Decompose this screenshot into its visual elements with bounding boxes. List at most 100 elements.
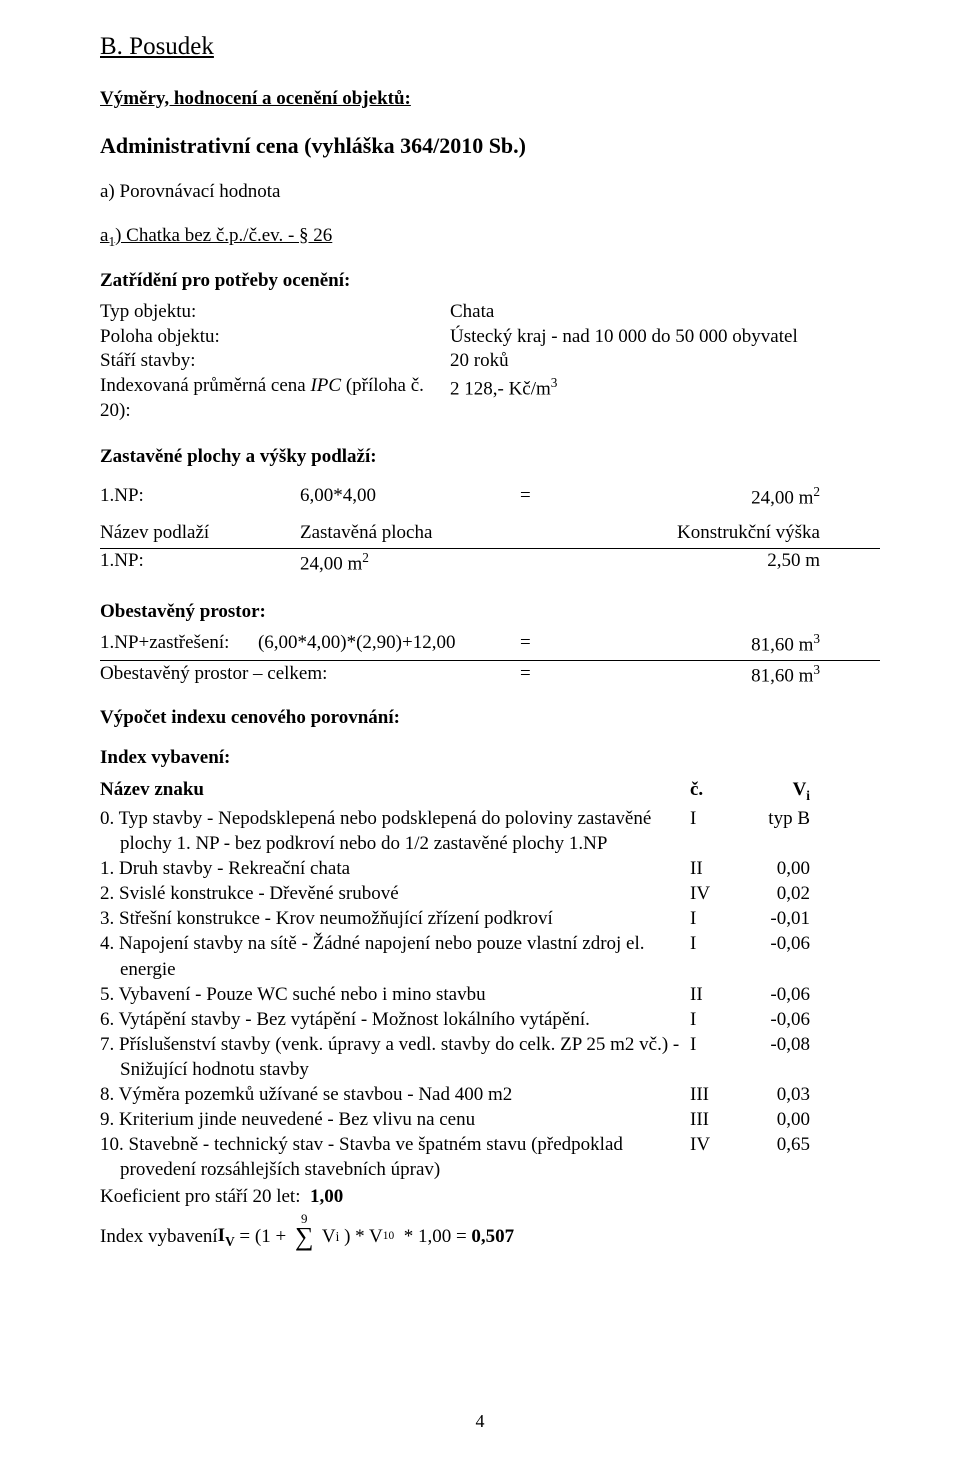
kv-poloha-value: Ústecký kraj - nad 10 000 do 50 000 obyv… bbox=[450, 325, 880, 350]
lh-v-pre: V bbox=[793, 779, 807, 800]
list-item-col: II bbox=[690, 856, 750, 881]
podlazi-head-row: Název podlaží Zastavěná plocha Konstrukč… bbox=[100, 521, 880, 549]
list-item-line2: plochy 1. NP - bez podkroví nebo do 1/2 … bbox=[100, 831, 680, 856]
list-item-value: 0,00 bbox=[750, 856, 880, 881]
list-item-value: 0,65 bbox=[750, 1132, 880, 1157]
index-list-item: 0. Typ stavby - Nepodsklepená nebo podsk… bbox=[100, 806, 880, 856]
np-result-sup: 2 bbox=[813, 484, 820, 499]
list-item-line1: 5. Vybavení - Pouze WC suché nebo i mino… bbox=[100, 982, 680, 1007]
np-result: 24,00 m2 bbox=[600, 483, 880, 511]
podlazi-r1c2-sup: 2 bbox=[362, 550, 369, 565]
list-item-col: III bbox=[690, 1082, 750, 1107]
obes-row1: 1.NP+zastřešení: (6,00*4,00)*(2,90)+12,0… bbox=[100, 630, 880, 661]
lh-v-sub: i bbox=[806, 788, 810, 803]
list-item-col: III bbox=[690, 1107, 750, 1132]
np-calc-row: 1.NP: 6,00*4,00 = 24,00 m2 bbox=[100, 483, 880, 511]
podlazi-r1c1: 1.NP: bbox=[100, 549, 300, 577]
list-item-text: 0. Typ stavby - Nepodsklepená nebo podsk… bbox=[100, 806, 690, 856]
sigma-symbol: ∑ bbox=[295, 1225, 314, 1248]
list-item-text: 5. Vybavení - Pouze WC suché nebo i mino… bbox=[100, 982, 690, 1007]
list-item-col: I bbox=[690, 906, 750, 931]
ipc-label-b: IPC bbox=[310, 375, 341, 396]
koef-pre: Koeficient pro stáří 20 let: bbox=[100, 1186, 310, 1207]
zastavene-title: Zastavěné plochy a výšky podlaží: bbox=[100, 444, 880, 470]
list-item-text: 6. Vytápění stavby - Bez vytápění - Možn… bbox=[100, 1007, 690, 1032]
kv-ipc-label: Indexovaná průměrná cena IPC (příloha č.… bbox=[100, 374, 450, 423]
ipc-label-a: Indexovaná průměrná cena bbox=[100, 375, 310, 396]
kv-stari-value: 20 roků bbox=[450, 349, 880, 374]
obes-r2-val: 81,60 m bbox=[751, 666, 813, 687]
list-item-text: 7. Příslušenství stavby (venk. úpravy a … bbox=[100, 1032, 690, 1082]
vypocet-title: Výpočet indexu cenového porovnání: bbox=[100, 705, 880, 731]
obes-r2-sup: 3 bbox=[813, 662, 820, 677]
formula-iv-sub: V bbox=[225, 1233, 235, 1248]
list-item-text: 9. Kriterium jinde neuvedené - Bez vlivu… bbox=[100, 1107, 690, 1132]
ipc-sup: 3 bbox=[551, 375, 558, 390]
list-item-text: 2. Svislé konstrukce - Dřevěné srubové bbox=[100, 881, 690, 906]
sigma-icon: 9 ∑ . bbox=[295, 1212, 314, 1261]
list-item-line2: energie bbox=[100, 957, 680, 982]
list-item-col: IV bbox=[690, 881, 750, 906]
list-item-col: I bbox=[690, 1007, 750, 1032]
kv-stari: Stáří stavby: 20 roků bbox=[100, 349, 880, 374]
subheading-vymery: Výměry, hodnocení a ocenění objektů: bbox=[100, 86, 880, 112]
podlazi-r1c2-val: 24,00 m bbox=[300, 553, 362, 574]
np-label: 1.NP: bbox=[100, 483, 300, 511]
list-item-text: 10. Stavebně - technický stav - Stavba v… bbox=[100, 1132, 690, 1182]
list-item-text: 1. Druh stavby - Rekreační chata bbox=[100, 856, 690, 881]
list-item-line1: 6. Vytápění stavby - Bez vytápění - Možn… bbox=[100, 1007, 680, 1032]
list-item-value: -0,06 bbox=[750, 931, 880, 956]
obes-r2-eq: = bbox=[520, 661, 580, 689]
kv-ipc: Indexovaná průměrná cena IPC (příloha č.… bbox=[100, 374, 880, 423]
list-item-line1: 2. Svislé konstrukce - Dřevěné srubové bbox=[100, 881, 680, 906]
index-list-item: 9. Kriterium jinde neuvedené - Bez vlivu… bbox=[100, 1107, 880, 1132]
index-list-item: 5. Vybavení - Pouze WC suché nebo i mino… bbox=[100, 982, 880, 1007]
list-item-line2: provedení rozsáhlejších stavebních úprav… bbox=[100, 1157, 680, 1182]
list-item-value: typ B bbox=[750, 806, 880, 831]
obes-r1-sup: 3 bbox=[813, 631, 820, 646]
sub-a1-post: ) Chatka bez č.p./č.ev. - § 26 bbox=[115, 225, 332, 246]
list-item-value: 0,02 bbox=[750, 881, 880, 906]
document-page: B. Posudek Výměry, hodnocení a ocenění o… bbox=[0, 0, 960, 1457]
np-result-val: 24,00 m bbox=[751, 488, 813, 509]
obes-r1-a: 1.NP+zastřešení: (6,00*4,00)*(2,90)+12,0… bbox=[100, 630, 520, 658]
section-heading-b: B. Posudek bbox=[100, 30, 880, 64]
page-number: 4 bbox=[0, 1409, 960, 1433]
list-item-line1: 1. Druh stavby - Rekreační chata bbox=[100, 856, 680, 881]
list-item-line1: 3. Střešní konstrukce - Krov neumožňujíc… bbox=[100, 906, 680, 931]
list-item-col: IV bbox=[690, 1132, 750, 1157]
index-list-item: 7. Příslušenství stavby (venk. úpravy a … bbox=[100, 1032, 880, 1082]
kv-typ-label: Typ objektu: bbox=[100, 300, 450, 325]
list-item-value: 0,00 bbox=[750, 1107, 880, 1132]
list-item-col: II bbox=[690, 982, 750, 1007]
index-list-item: 10. Stavebně - technický stav - Stavba v… bbox=[100, 1132, 880, 1182]
sub-a1: a1) Chatka bez č.p./č.ev. - § 26 bbox=[100, 223, 880, 251]
index-list-item: 3. Střešní konstrukce - Krov neumožňujíc… bbox=[100, 906, 880, 931]
formula-mid2: V bbox=[317, 1224, 335, 1250]
podlazi-row1: 1.NP: 24,00 m2 2,50 m bbox=[100, 549, 880, 577]
list-item-col: I bbox=[690, 806, 750, 831]
sub-a: a) Porovnávací hodnota bbox=[100, 179, 880, 205]
formula-mid1: = (1 + bbox=[235, 1224, 291, 1250]
kv-poloha: Poloha objektu: Ústecký kraj - nad 10 00… bbox=[100, 325, 880, 350]
kv-typ: Typ objektu: Chata bbox=[100, 300, 880, 325]
list-item-value: -0,08 bbox=[750, 1032, 880, 1057]
formula-mid4: * 1,00 = bbox=[394, 1224, 471, 1250]
formula-mid3: ) * V bbox=[339, 1224, 382, 1250]
kv-stari-label: Stáří stavby: bbox=[100, 349, 450, 374]
kv-ipc-value: 2 128,- Kč/m3 bbox=[450, 374, 880, 423]
list-item-text: 3. Střešní konstrukce - Krov neumožňujíc… bbox=[100, 906, 690, 931]
koef-line: Koeficient pro stáří 20 let: 1,00 bbox=[100, 1184, 880, 1210]
np-eq: = bbox=[520, 483, 600, 511]
list-item-line1: 8. Výměra pozemků užívané se stavbou - N… bbox=[100, 1082, 680, 1107]
obes-r2-a: Obestavěný prostor – celkem: bbox=[100, 661, 520, 689]
ipc-val: 2 128,- Kč/m bbox=[450, 378, 551, 399]
podlazi-h2: Zastavěná plocha bbox=[300, 521, 560, 546]
list-item-value: -0,01 bbox=[750, 906, 880, 931]
obes-row2: Obestavěný prostor – celkem: = 81,60 m3 bbox=[100, 661, 880, 689]
formula-iv-b: I bbox=[218, 1225, 225, 1246]
podlazi-r1c2: 24,00 m2 bbox=[300, 549, 560, 577]
lh-name: Název znaku bbox=[100, 777, 690, 804]
index-list-item: 1. Druh stavby - Rekreační chata II0,00 bbox=[100, 856, 880, 881]
obes-r1-r: 81,60 m3 bbox=[580, 630, 880, 658]
